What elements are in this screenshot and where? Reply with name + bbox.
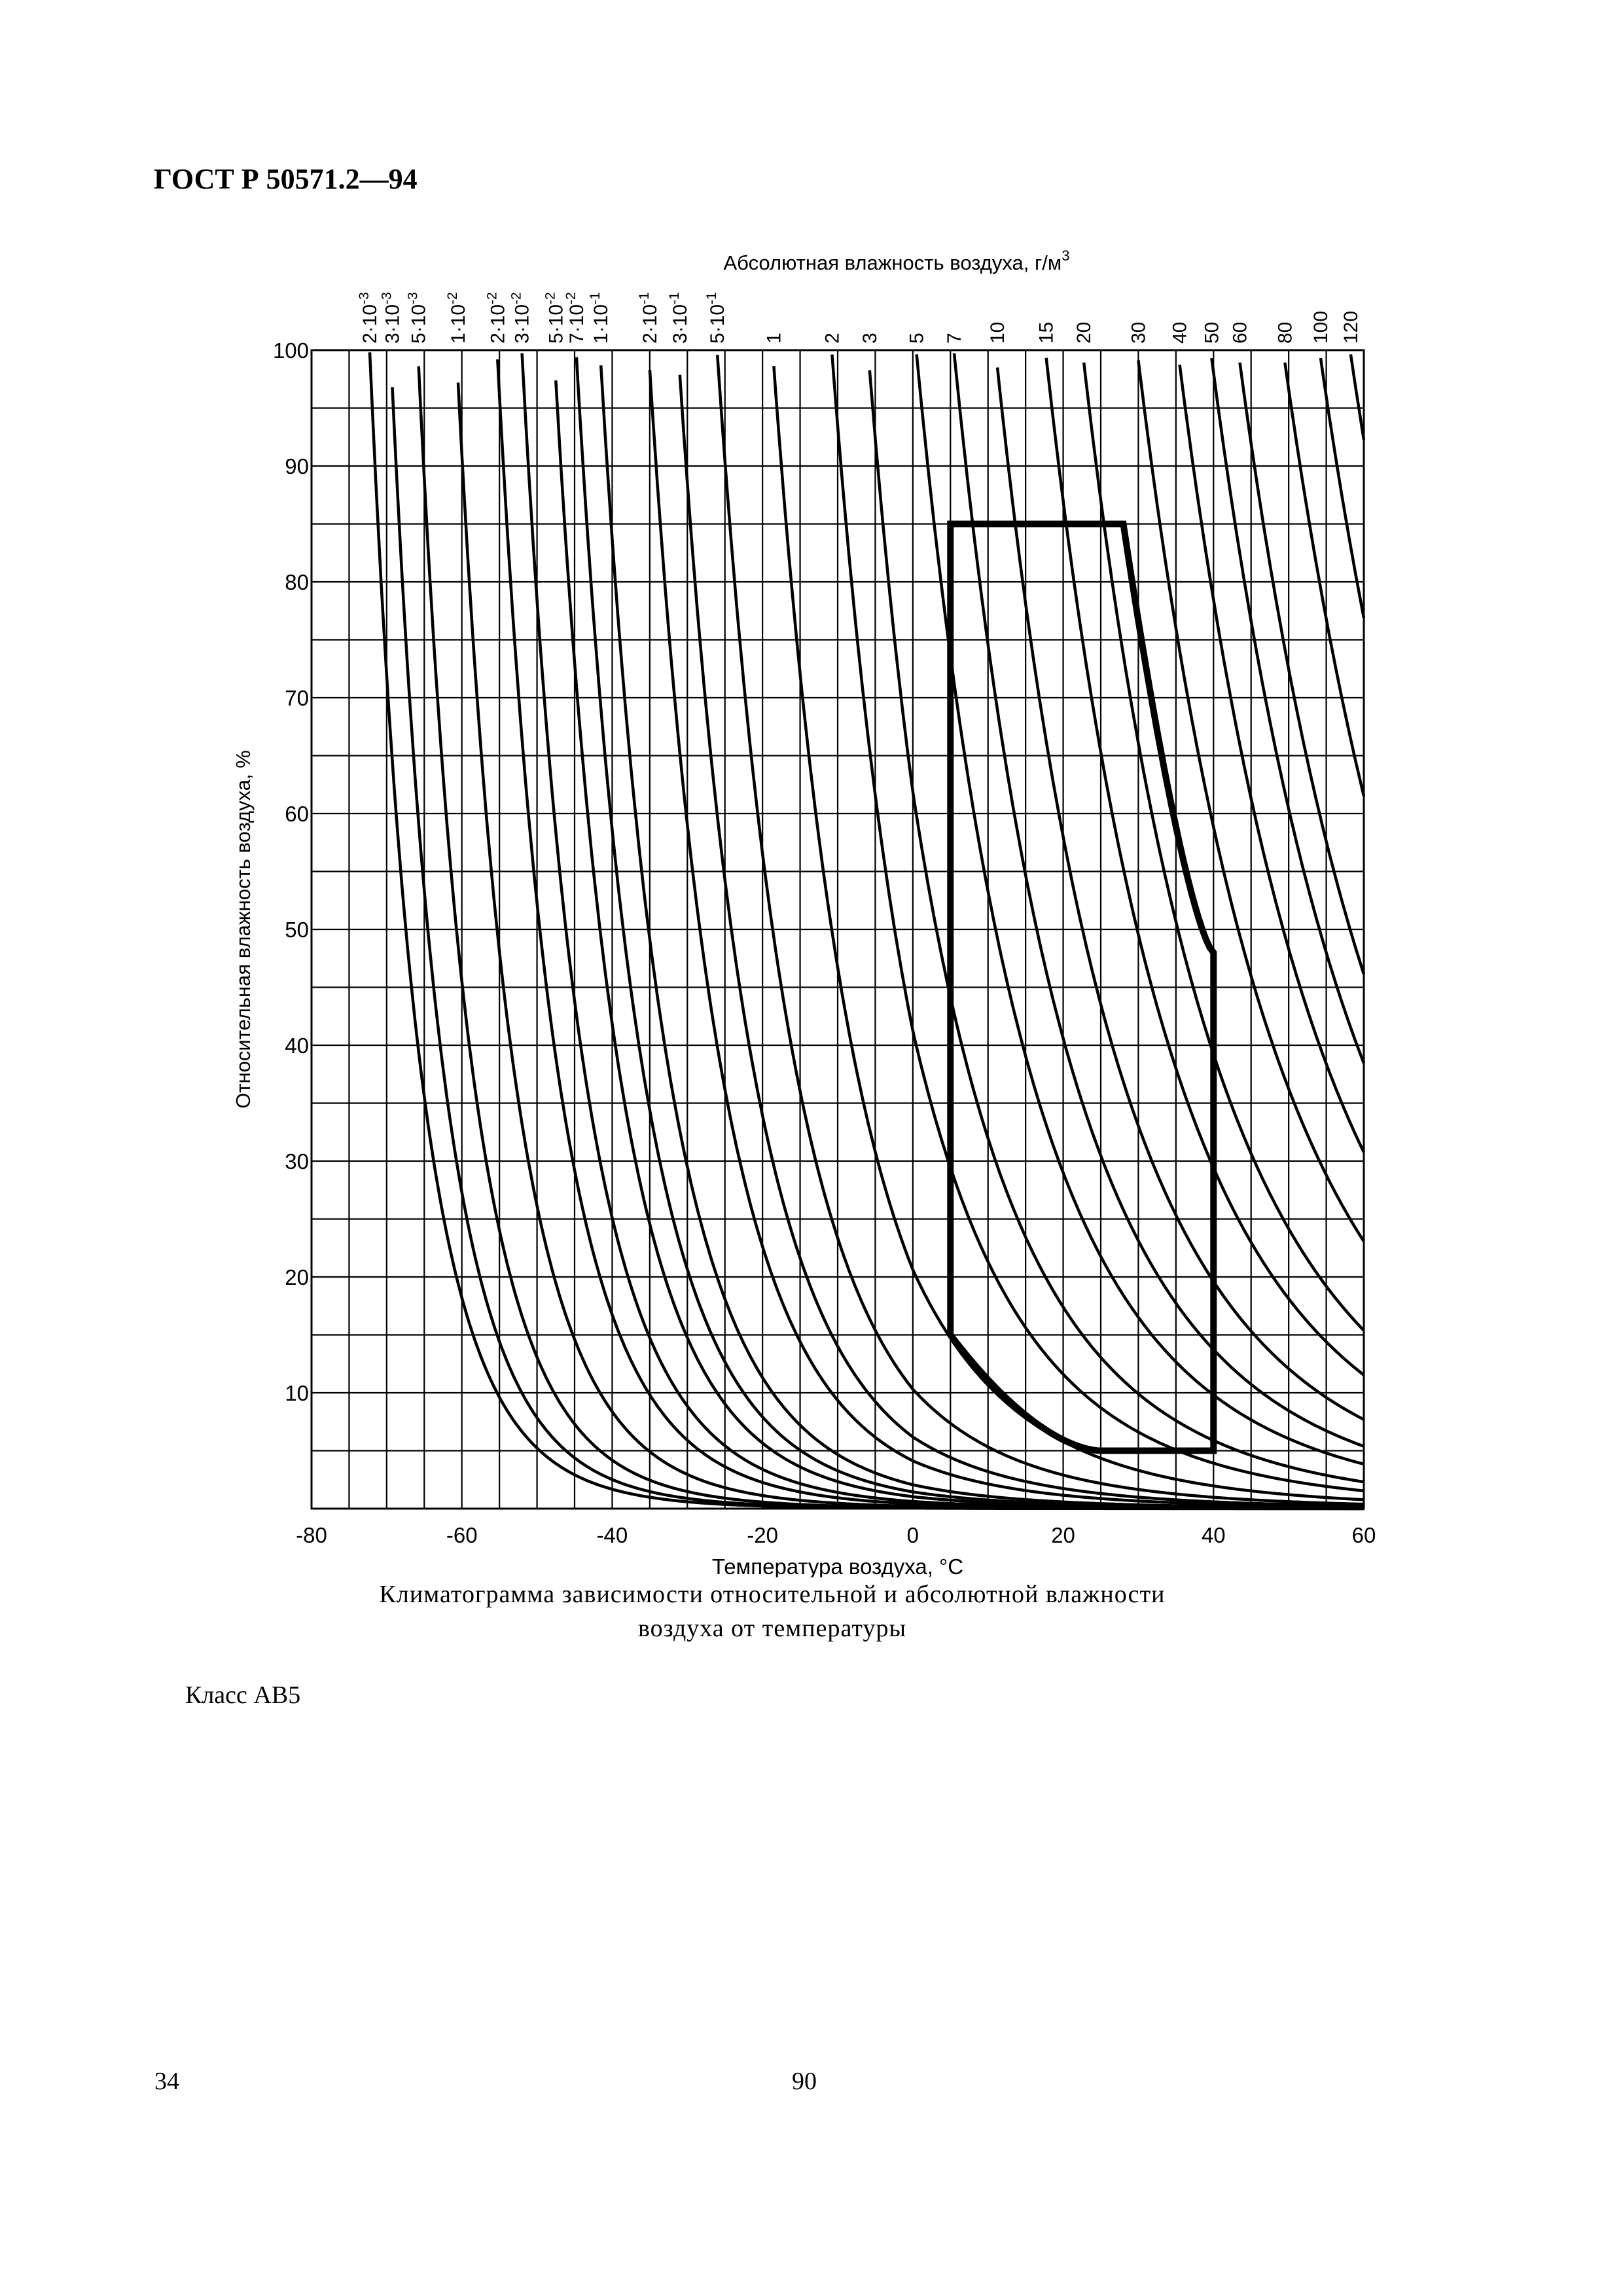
abs-humidity-label: 10	[987, 322, 1008, 344]
y-tick-label: 90	[285, 454, 309, 478]
x-tick-label: 0	[907, 1523, 919, 1547]
abs-humidity-label: 15	[1036, 322, 1058, 344]
abs-humidity-label: 1·10-2	[445, 292, 469, 344]
x-tick-label: -20	[747, 1523, 778, 1547]
y-tick-label: 20	[285, 1265, 309, 1289]
abs-humidity-label: 7	[944, 332, 965, 344]
abs-humidity-curve	[456, 382, 1364, 1511]
abs-humidity-label: 5·10-3	[406, 292, 430, 344]
abs-humidity-label: 5	[906, 332, 928, 344]
abs-humidity-curve	[1319, 357, 1366, 619]
top-axis-title: Абсолютная влажность воздуха, г/м3	[724, 247, 1070, 274]
abs-humidity-label: 2	[821, 332, 843, 344]
abs-humidity-label: 120	[1340, 311, 1362, 344]
abs-humidity-curve	[678, 374, 1364, 1508]
class-label: Класс АВ5	[185, 1681, 301, 1709]
abs-humidity-label: 60	[1229, 322, 1251, 344]
abs-humidity-label: 20	[1073, 322, 1095, 344]
abs-humidity-label: 3·10-1	[667, 292, 691, 344]
y-tick-label: 30	[285, 1149, 309, 1174]
abs-humidity-label: 2·10-2	[484, 292, 508, 344]
abs-humidity-curve	[391, 387, 1364, 1511]
abs-humidity-label: 1·10-1	[588, 292, 612, 344]
y-tick-label: 60	[285, 802, 309, 826]
abs-humidity-label: 50	[1201, 322, 1222, 344]
abs-humidity-curve	[417, 366, 1364, 1511]
x-tick-label: 60	[1352, 1523, 1376, 1547]
abs-humidity-curve	[496, 359, 1364, 1510]
x-axis-title: Температура воздуха, °C	[712, 1554, 963, 1577]
page-number-center: 90	[792, 2068, 817, 2095]
abs-humidity-curve	[1137, 360, 1365, 1242]
abs-humidity-curve	[599, 365, 1364, 1509]
abs-humidity-label: 40	[1169, 322, 1191, 344]
abs-humidity-curve	[1349, 354, 1366, 440]
x-tick-label: -80	[296, 1523, 327, 1547]
caption-line-2: воздуха от температуры	[637, 1615, 907, 1642]
abs-humidity-curve	[1283, 362, 1366, 797]
top-axis-labels: 2·10-33·10-35·10-3 1·10-2 2·10-23·10-2 5·10…	[357, 292, 1362, 344]
caption-line-1: Климатограмма зависимости относительной …	[379, 1581, 1166, 1608]
x-tick-label: -60	[446, 1523, 478, 1547]
abs-humidity-curve	[715, 355, 1364, 1506]
x-tick-label: -40	[597, 1523, 628, 1547]
abs-humidity-label: 5·10-1	[704, 292, 728, 344]
y-tick-label: 50	[285, 918, 309, 942]
abs-humidity-label: 5·10-2	[543, 292, 567, 344]
abs-humidity-curve	[915, 354, 1364, 1466]
abs-humidity-label: 2·10-3	[357, 292, 381, 344]
abs-humidity-curve	[648, 369, 1364, 1509]
y-tick-label: 40	[285, 1033, 309, 1058]
climatogram-chart: -80 -60 -40 -20 0 20 40 60 10 20 30 40 50 60 70 80 90 100…	[232, 247, 1376, 1577]
y-tick-label: 100	[273, 338, 309, 363]
class-boundary	[947, 520, 1217, 1454]
abs-humidity-curve	[830, 354, 1364, 1493]
abs-humidity-curve	[952, 353, 1364, 1448]
y-tick-label: 80	[285, 570, 309, 594]
abs-humidity-label: 3·10-3	[379, 292, 403, 344]
class-boundary-outline	[947, 520, 1217, 1454]
chart-grid	[310, 349, 1365, 1510]
abs-humidity-curve	[1044, 357, 1365, 1376]
abs-humidity-label: 80	[1274, 322, 1296, 344]
absolute-humidity-curves	[368, 352, 1366, 1511]
x-tick-label: 20	[1051, 1523, 1075, 1547]
abs-humidity-curve	[1210, 357, 1366, 1064]
abs-humidity-curve	[868, 370, 1364, 1484]
abs-humidity-label: 3·10-2	[509, 292, 533, 344]
abs-humidity-curve	[1238, 362, 1366, 975]
abs-humidity-label: 1	[763, 332, 785, 344]
abs-humidity-curve	[1082, 362, 1365, 1332]
abs-humidity-label: 3	[859, 332, 881, 344]
y-tick-label: 10	[285, 1381, 309, 1405]
abs-humidity-label: 7·10-2	[563, 292, 588, 344]
axis-ticks: -80 -60 -40 -20 0 20 40 60 10 20 30 40 50 60 70 80 90 100	[273, 338, 1376, 1547]
abs-humidity-label: 100	[1310, 311, 1332, 344]
abs-humidity-label: 2·10-1	[637, 292, 661, 344]
abs-humidity-curve	[1178, 365, 1366, 1153]
document-header: ГОСТ Р 50571.2—94	[154, 163, 418, 195]
abs-humidity-curve	[995, 367, 1365, 1421]
abs-humidity-label: 30	[1128, 322, 1149, 344]
y-axis-title: Относительная влажность воздуха, %	[232, 750, 255, 1109]
y-tick-label: 70	[285, 686, 309, 710]
x-tick-label: 40	[1202, 1523, 1226, 1547]
page-number-left: 34	[154, 2068, 179, 2095]
figure-caption: Климатограмма зависимости относительной …	[288, 1577, 1257, 1645]
